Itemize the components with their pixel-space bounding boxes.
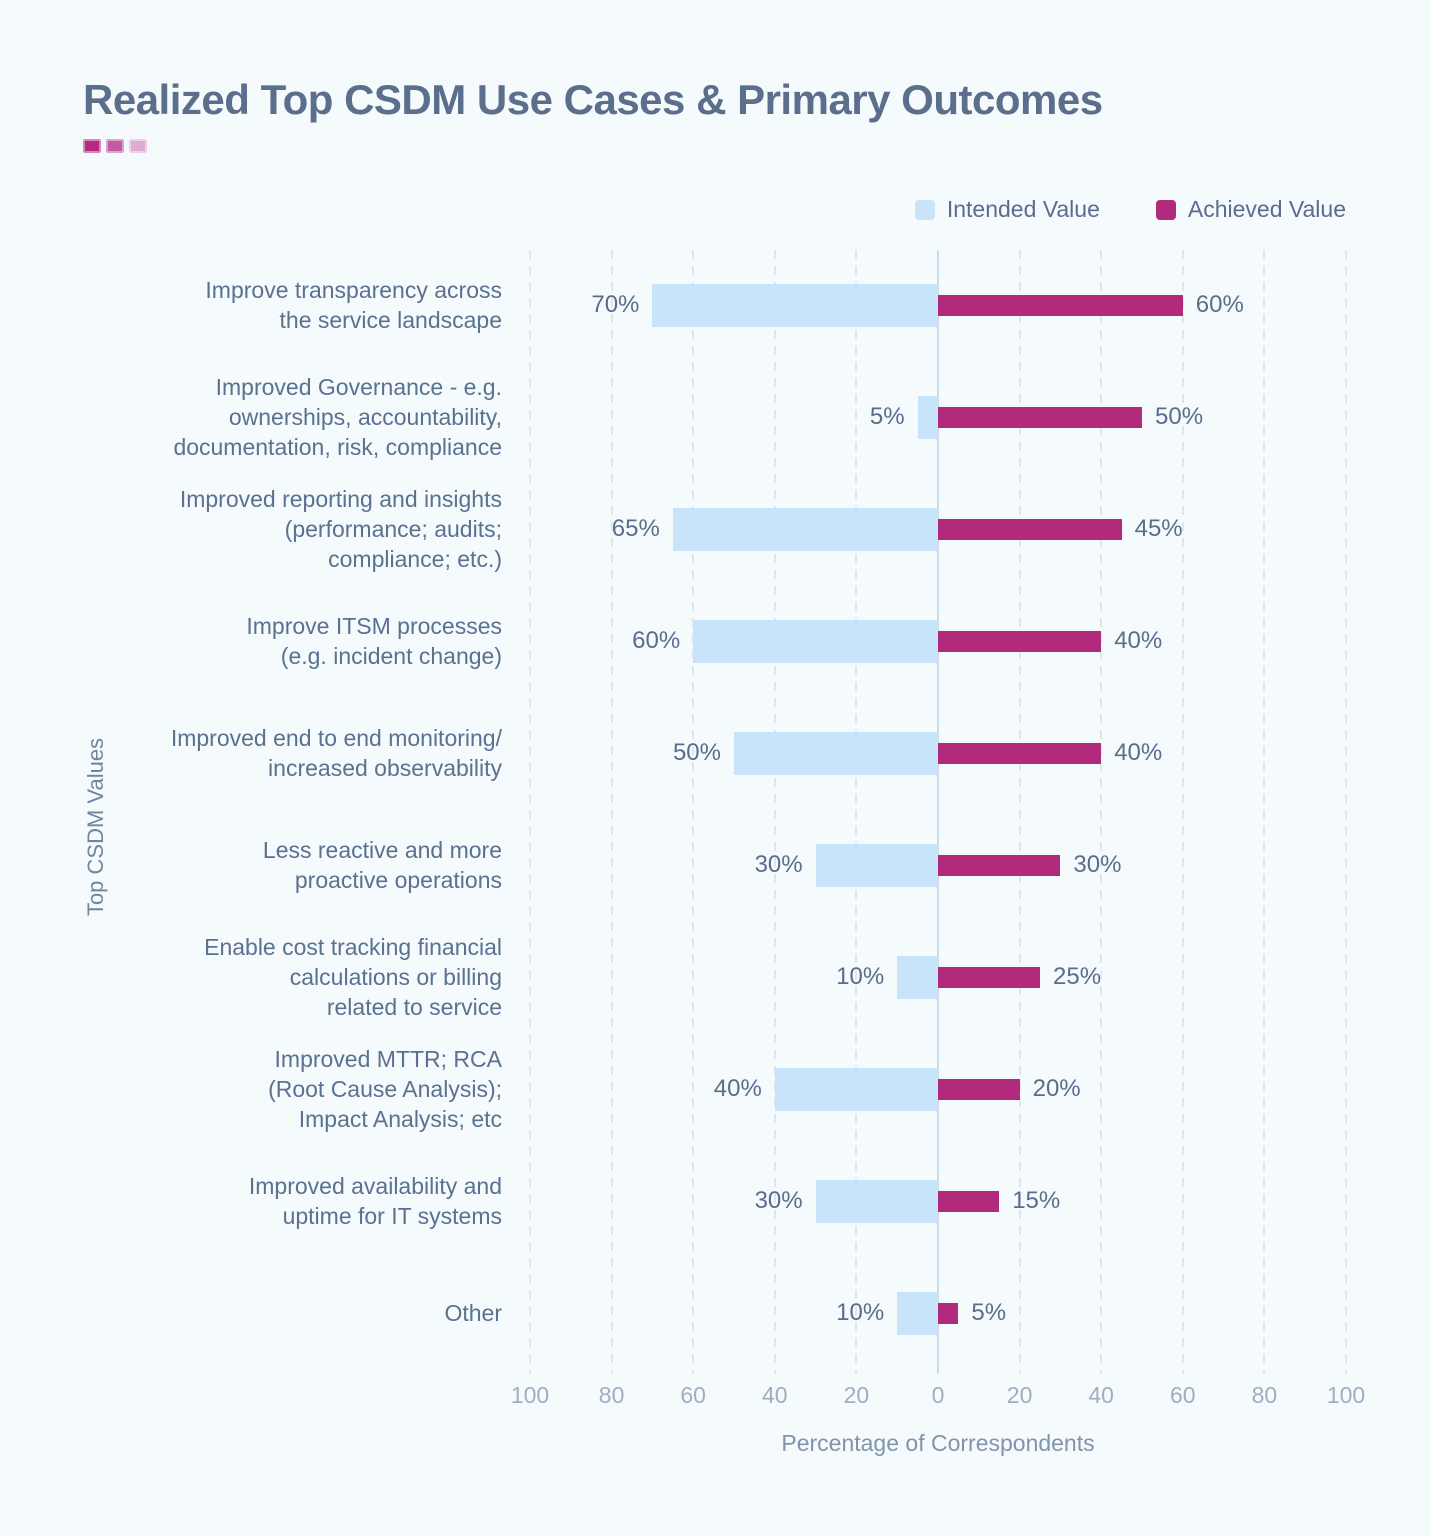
x-tick-label: 0 (931, 1382, 945, 1408)
category-label-row-8: Improved MTTR; RCA (Root Cause Analysis)… (268, 1046, 502, 1132)
bar-intended-row-1 (652, 283, 938, 327)
value-label-intended-row-8: 40% (713, 1075, 762, 1102)
value-label-achieved-row-9: 15% (1012, 1187, 1061, 1214)
gridline (1018, 250, 1021, 1374)
accent-square-2 (106, 139, 124, 153)
x-tick-label: 40 (1088, 1382, 1114, 1408)
value-label-intended-row-5: 50% (672, 739, 721, 766)
bar-achieved-row-8 (938, 1078, 1020, 1100)
legend-item-intended-value: Intended Value (914, 196, 1100, 223)
bar-achieved-row-5 (938, 742, 1102, 764)
category-label-row-5: Improved end to end monitoring/ increase… (170, 725, 502, 781)
category-label-row-7: Enable cost tracking financial calculati… (204, 934, 502, 1020)
x-tick-label: 100 (510, 1382, 550, 1408)
gridline (773, 250, 776, 1374)
zero-axis-line (937, 250, 939, 1374)
x-tick-label: 100 (1326, 1382, 1366, 1408)
legend-item-achieved-value: Achieved Value (1155, 196, 1346, 223)
value-label-achieved-row-3: 45% (1134, 515, 1183, 542)
value-label-intended-row-6: 30% (754, 851, 803, 878)
x-tick-label: 80 (598, 1382, 625, 1408)
gridline (1345, 250, 1347, 1374)
bar-achieved-row-4 (938, 630, 1102, 652)
value-label-achieved-row-1: 60% (1195, 291, 1244, 318)
bar-intended-row-4 (693, 619, 938, 663)
category-label-row-3: Improved reporting and insights (perform… (179, 486, 502, 572)
value-label-intended-row-9: 30% (754, 1187, 803, 1214)
bar-achieved-row-10 (938, 1302, 959, 1324)
x-tick-label: 20 (843, 1382, 870, 1408)
legend-label-achieved-value: Achieved Value (1187, 196, 1346, 222)
x-tick-label: 20 (1006, 1382, 1033, 1408)
bar-achieved-row-6 (938, 854, 1061, 876)
gridline (529, 250, 531, 1374)
bar-intended-row-3 (672, 507, 938, 551)
bar-intended-row-5 (734, 731, 938, 775)
bar-achieved-row-9 (938, 1190, 1000, 1212)
legend-label-intended-value: Intended Value (946, 196, 1100, 222)
legend-swatch-intended-value (914, 199, 935, 220)
value-label-intended-row-4: 60% (632, 627, 681, 654)
value-label-achieved-row-7: 25% (1053, 963, 1102, 990)
bar-intended-row-10 (897, 1291, 938, 1335)
category-label-row-2: Improved Governance - e.g. ownerships, a… (173, 374, 502, 460)
accent-square-3 (129, 139, 147, 153)
value-label-intended-row-7: 10% (836, 963, 885, 990)
value-label-intended-row-3: 65% (611, 515, 660, 542)
value-label-intended-row-2: 5% (869, 403, 905, 430)
value-label-intended-row-10: 10% (836, 1299, 885, 1326)
x-tick-label: 80 (1251, 1382, 1278, 1408)
chart-title: Realized Top CSDM Use Cases & Primary Ou… (83, 76, 1103, 123)
value-label-achieved-row-8: 20% (1032, 1075, 1081, 1102)
gridline (1181, 250, 1184, 1374)
gridline (1263, 250, 1266, 1374)
bar-achieved-row-3 (938, 518, 1122, 540)
value-label-achieved-row-4: 40% (1114, 627, 1163, 654)
category-label-row-10: Other (444, 1300, 502, 1326)
x-tick-label: 40 (762, 1382, 788, 1408)
x-tick-label: 60 (1170, 1382, 1196, 1408)
y-axis-title: Top CSDM Values (83, 737, 108, 917)
gridline (610, 250, 613, 1374)
title-accent-squares (83, 139, 147, 153)
gridline (692, 250, 695, 1374)
x-axis-title: Percentage of Correspondents (781, 1430, 1095, 1456)
bar-intended-row-6 (815, 843, 938, 887)
value-label-achieved-row-2: 50% (1155, 403, 1204, 430)
bar-intended-row-9 (815, 1179, 938, 1223)
value-label-achieved-row-6: 30% (1073, 851, 1122, 878)
bar-intended-row-8 (774, 1067, 938, 1111)
category-label-row-4: Improve ITSM processes (e.g. incident ch… (246, 613, 502, 669)
bar-intended-row-7 (897, 955, 938, 999)
chart-legend: Intended Value Achieved Value (914, 196, 1346, 223)
value-label-achieved-row-10: 5% (971, 1299, 1007, 1326)
bar-intended-row-2 (917, 395, 938, 439)
gridline (1100, 250, 1103, 1374)
legend-swatch-achieved-value (1155, 199, 1176, 220)
category-label-row-9: Improved availability and uptime for IT … (248, 1173, 502, 1229)
value-label-intended-row-1: 70% (591, 291, 640, 318)
category-label-row-1: Improve transparency across the service … (205, 277, 502, 333)
bar-achieved-row-7 (938, 966, 1040, 988)
x-tick-label: 60 (680, 1382, 706, 1408)
accent-square-1 (83, 139, 101, 153)
bar-achieved-row-2 (938, 406, 1142, 428)
gridline (855, 250, 858, 1374)
bar-achieved-row-1 (938, 294, 1183, 316)
category-label-row-6: Less reactive and more proactive operati… (262, 837, 502, 893)
value-label-achieved-row-5: 40% (1114, 739, 1163, 766)
